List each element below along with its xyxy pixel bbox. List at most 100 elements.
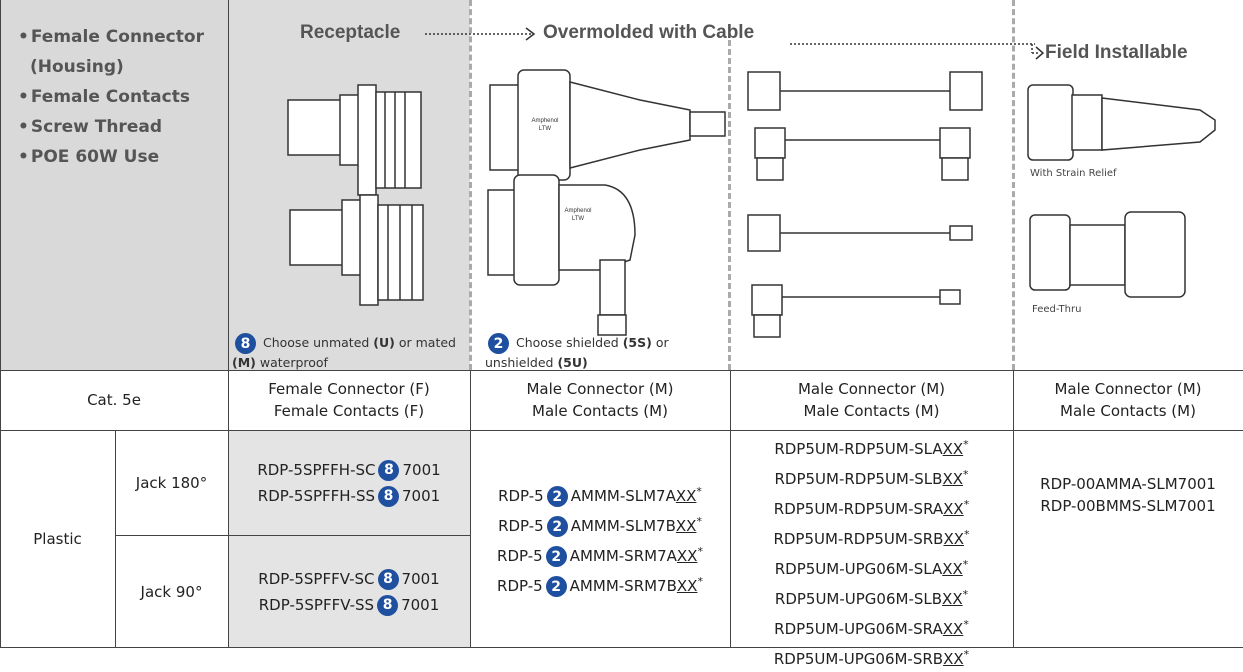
part-list: RDP-5SPFFV-SC 8 7001 RDP-5SPFFV-SS 8 7001 bbox=[228, 535, 470, 648]
part-number: RDP-5 2 AMMM-SRM7AXX* bbox=[497, 539, 703, 569]
divider bbox=[469, 0, 472, 370]
note-text: or mated bbox=[394, 335, 456, 350]
badge: 2 bbox=[488, 333, 509, 354]
part-number: RDP-5 2 AMMM-SRM7BXX* bbox=[497, 569, 703, 599]
part-number: RDP5UM-RDP5UM-SLAXX* bbox=[774, 432, 968, 462]
part-variant: XX bbox=[942, 560, 963, 578]
logo-text: Amphenol bbox=[531, 118, 558, 124]
field-feedthru bbox=[1029, 211, 1186, 298]
cables bbox=[747, 71, 983, 338]
feature: Screw Thread bbox=[18, 112, 218, 142]
note: 8 Choose unmated (U) or mated (M) waterp… bbox=[232, 333, 468, 372]
part-number: RDP5UM-RDP5UM-SRBXX* bbox=[773, 522, 969, 552]
part-variant: XX bbox=[943, 500, 964, 518]
rule bbox=[115, 535, 470, 536]
part-text: AMMM-SRM7A bbox=[569, 547, 677, 565]
image-label: Feed-Thru bbox=[1032, 304, 1082, 315]
note-text: Choose shielded bbox=[515, 335, 623, 350]
logo-text: LTW bbox=[539, 126, 552, 132]
part-variant: XX bbox=[942, 440, 964, 458]
header-line: Female Contacts (F) bbox=[273, 402, 425, 420]
category: Cat. 5e bbox=[87, 391, 141, 409]
part-text: RDP-00AMMA-SLM7001 bbox=[1040, 475, 1216, 493]
part-number: RDP5UM-UPG06M-SRAXX* bbox=[774, 612, 969, 642]
image-label: With Strain Relief bbox=[1030, 168, 1117, 179]
divider bbox=[728, 40, 731, 370]
note-text: waterproof bbox=[255, 355, 328, 370]
receptacle-90 bbox=[289, 194, 424, 306]
part-list: RDP-00AMMA-SLM7001 RDP-00BMMS-SLM7001 bbox=[1013, 470, 1243, 520]
part-text: RDP-5SPFFV-SS bbox=[258, 595, 375, 614]
part-number: RDP-5SPFFH-SC 8 7001 bbox=[257, 457, 441, 483]
rule bbox=[115, 430, 116, 648]
badge: 8 bbox=[378, 459, 400, 481]
part-mark: * bbox=[696, 515, 702, 528]
part-number: RDP-5SPFFV-SC 8 7001 bbox=[258, 566, 440, 592]
part-text: RDP5UM-UPG06M-SRB bbox=[773, 650, 944, 668]
note-text: (M) bbox=[232, 355, 256, 370]
overmolded-angle bbox=[487, 174, 636, 336]
part-text: RDP-5 bbox=[498, 517, 544, 535]
receptacle-bg bbox=[228, 0, 470, 370]
part-mark: * bbox=[697, 575, 703, 588]
feature: POE 60W Use bbox=[18, 142, 218, 172]
part-text: RDP5UM-RDP5UM-SRA bbox=[773, 500, 944, 518]
part-mark: * bbox=[962, 588, 969, 601]
divider bbox=[1012, 0, 1015, 370]
section-title: Field Installable bbox=[1045, 42, 1188, 63]
badge: 2 bbox=[545, 576, 567, 597]
part-text: 7001 bbox=[402, 486, 441, 505]
rule bbox=[228, 0, 229, 648]
part-variant: XX bbox=[675, 517, 697, 535]
part-text: RDP5UM-UPG06M-SLB bbox=[774, 590, 943, 608]
part-text: RDP-5SPFFH-SC bbox=[257, 460, 376, 479]
header-line: Male Contacts (M) bbox=[1060, 402, 1196, 420]
rule bbox=[470, 370, 471, 648]
logo-text: LTW bbox=[572, 216, 585, 222]
logos: Amphenol LTW Amphenol LTW bbox=[531, 118, 591, 222]
part-text: 7001 bbox=[401, 595, 440, 614]
rule bbox=[1013, 370, 1014, 648]
field-strain bbox=[1027, 84, 1216, 161]
part-variant: XX bbox=[942, 470, 964, 488]
part-text: RDP5UM-RDP5UM-SLA bbox=[774, 440, 943, 458]
feature: Female Connector (Housing) bbox=[18, 22, 218, 82]
note: 2 Choose shielded (5S) or unshielded (5U… bbox=[485, 333, 685, 372]
header-line: Male Connector (M) bbox=[797, 380, 946, 398]
header-line: Male Connector (M) bbox=[1054, 380, 1202, 398]
part-mark: * bbox=[963, 468, 969, 481]
page: Amphenol LTW Amphenol LTW Female Connect… bbox=[0, 0, 1243, 648]
part-number: RDP-5 2 AMMM-SLM7BXX* bbox=[498, 509, 702, 539]
part-text: RDP-5SPFFV-SC bbox=[258, 569, 375, 588]
part-text: RDP5UM-RDP5UM-SRB bbox=[773, 530, 944, 548]
part-number: RDP5UM-UPG06M-SLBXX* bbox=[775, 582, 968, 612]
part-mark: * bbox=[963, 498, 970, 511]
part-variant: XX bbox=[943, 650, 964, 668]
part-text: RDP-5 bbox=[498, 487, 544, 505]
part-number: RDP-00AMMA-SLM7001 bbox=[1040, 473, 1216, 495]
badge: 2 bbox=[546, 486, 568, 507]
part-text: RDP-5 bbox=[497, 577, 543, 595]
feature: Female Contacts bbox=[18, 82, 218, 112]
column-header: Male Connector (M) Male Contacts (M) bbox=[1013, 370, 1243, 430]
rule bbox=[730, 370, 731, 648]
part-variant: XX bbox=[943, 530, 965, 548]
logo-text: Amphenol bbox=[564, 208, 591, 214]
part-number: RDP-5SPFFV-SS 8 7001 bbox=[258, 592, 440, 618]
part-mark: * bbox=[963, 618, 969, 631]
part-mark: * bbox=[964, 528, 970, 541]
part-list: RDP5UM-RDP5UM-SLAXX* RDP5UM-RDP5UM-SLBXX*… bbox=[730, 432, 1013, 668]
part-variant: XX bbox=[676, 547, 698, 565]
part-text: AMMM-SLM7A bbox=[570, 487, 676, 505]
badge: 8 bbox=[235, 333, 256, 354]
part-mark: * bbox=[962, 558, 969, 571]
note-text: (5S) bbox=[622, 335, 652, 350]
badge: 2 bbox=[546, 516, 568, 537]
part-list: RDP-5 2 AMMM-SLM7AXX* RDP-5 2 AMMM-SLM7BXX* RD… bbox=[470, 430, 730, 648]
part-mark: * bbox=[697, 545, 703, 558]
part-text: RDP-5SPFFH-SS bbox=[257, 486, 375, 505]
note-text: (5U) bbox=[557, 355, 588, 370]
part-number: RDP-5SPFFH-SS 8 7001 bbox=[258, 483, 440, 509]
part-text: RDP5UM-UPG06M-SRA bbox=[774, 620, 943, 638]
part-number: RDP5UM-RDP5UM-SRAXX* bbox=[774, 492, 969, 522]
